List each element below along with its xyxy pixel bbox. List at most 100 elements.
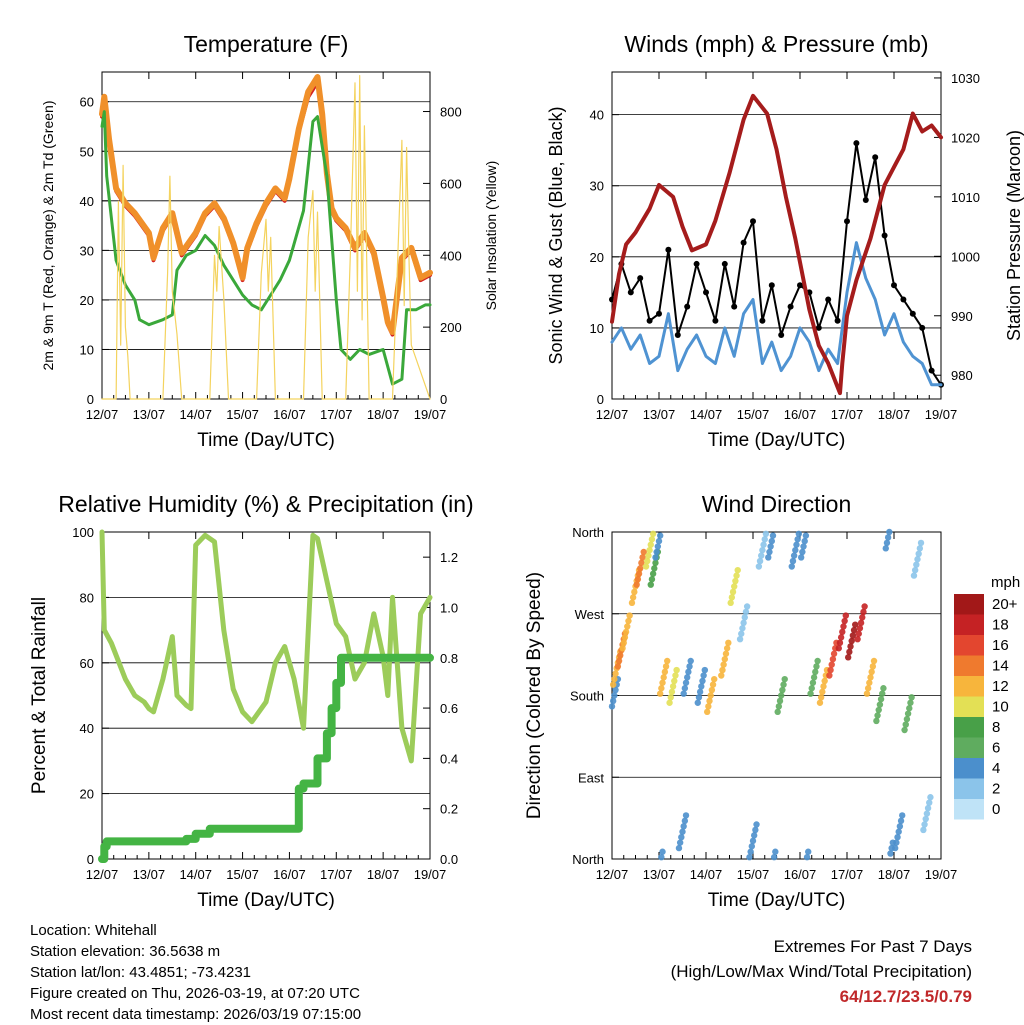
- recent-timestamp: Most recent data timestamp: 2026/03/19 0…: [30, 1006, 362, 1023]
- direction-point: [631, 588, 638, 596]
- x-tick-label: 16/07: [784, 407, 817, 422]
- y-right-tick-label: 0: [440, 392, 447, 407]
- legend-swatch: [954, 696, 984, 717]
- direction-point: [727, 599, 734, 607]
- direction-point: [739, 625, 746, 632]
- direction-point: [699, 677, 706, 685]
- direction-point: [896, 823, 904, 830]
- station-location: Location: Whitehall: [30, 922, 157, 939]
- direction-point: [695, 694, 703, 701]
- direction-point: [829, 655, 837, 663]
- direction-point: [733, 572, 740, 579]
- direction-point: [827, 666, 834, 674]
- direction-point: [799, 548, 806, 556]
- direction-point: [790, 552, 798, 559]
- direction-point: [659, 679, 666, 686]
- y-tick-label: 20: [590, 250, 604, 265]
- direction-point: [676, 839, 684, 846]
- direction-point: [748, 843, 756, 850]
- y-axis-label: Percent & Total Rainfall: [29, 597, 50, 794]
- direction-point: [652, 554, 659, 561]
- direction-point: [840, 623, 847, 630]
- direction-point: [661, 668, 669, 676]
- direction-point: [887, 850, 894, 857]
- direction-point: [640, 548, 647, 556]
- legend-label: 4: [992, 760, 1000, 777]
- direction-point: [619, 645, 626, 652]
- y-right-tick-label: 0.8: [440, 651, 458, 666]
- direction-point: [901, 726, 908, 734]
- direction-point: [916, 545, 924, 552]
- direction-point: [846, 648, 853, 656]
- direction-point: [779, 686, 786, 694]
- direction-point: [728, 594, 736, 601]
- direction-point: [760, 541, 767, 548]
- direction-point: [609, 681, 617, 688]
- direction-point: [792, 546, 799, 554]
- series-gust: [611, 142, 942, 386]
- y-right-tick-label: 800: [440, 105, 462, 120]
- x-axis-label: Time (Day/UTC): [708, 430, 846, 451]
- direction-point: [805, 848, 812, 855]
- y-right-tick-label: 0.6: [440, 701, 458, 716]
- direction-point: [801, 537, 808, 545]
- legend-swatch: [954, 676, 984, 697]
- y-tick-label: 40: [80, 194, 94, 209]
- legend-swatch: [954, 655, 984, 676]
- direction-point: [653, 548, 660, 556]
- direction-point: [647, 541, 654, 548]
- direction-point: [797, 554, 805, 561]
- x-tick-label: 16/07: [273, 867, 306, 882]
- direction-point: [708, 686, 716, 694]
- direction-point: [687, 657, 694, 665]
- y-tick-label: 40: [590, 108, 604, 123]
- direction-point: [742, 608, 750, 616]
- direction-point: [819, 688, 826, 696]
- direction-point: [667, 694, 674, 701]
- legend-label: 6: [992, 740, 1000, 757]
- direction-point: [810, 674, 818, 681]
- direction-point: [850, 626, 858, 634]
- direction-point: [768, 537, 775, 545]
- y-tick-label: 10: [590, 321, 604, 336]
- direction-point: [813, 663, 820, 670]
- direction-point: [634, 576, 642, 583]
- extremes-block: Extremes For Past 7 Days (High/Low/Max W…: [671, 934, 972, 1009]
- direction-point: [897, 817, 905, 825]
- direction-point: [866, 679, 873, 686]
- legend-swatch: [954, 594, 984, 615]
- x-tick-label: 15/07: [226, 867, 259, 882]
- direction-point: [921, 821, 928, 828]
- direction-point: [877, 695, 885, 703]
- y-right-tick-label: 990: [951, 309, 973, 324]
- y-tick-label: North: [572, 852, 604, 867]
- direction-point: [740, 619, 747, 627]
- direction-point: [655, 537, 663, 545]
- chart-title: Wind Direction: [702, 491, 852, 517]
- direction-point: [880, 685, 887, 692]
- series-2m-td: [100, 110, 432, 386]
- direction-point: [864, 685, 872, 692]
- x-tick-label: 13/07: [133, 867, 166, 882]
- y-tick-label: West: [575, 607, 605, 622]
- y-tick-label: 10: [80, 342, 94, 357]
- direction-point: [788, 563, 795, 570]
- direction-point: [721, 655, 728, 663]
- direction-point: [668, 688, 676, 696]
- direction-point: [685, 668, 692, 676]
- station-info: Location: Whitehall Station elevation: 3…: [30, 920, 361, 1025]
- direction-point: [920, 826, 927, 834]
- direction-point: [899, 812, 906, 819]
- direction-point: [814, 657, 821, 665]
- chart-title: Relative Humidity (%) & Precipitation (i…: [58, 491, 473, 517]
- direction-point: [874, 712, 881, 719]
- direction-point: [793, 541, 800, 548]
- direction-point: [855, 630, 862, 637]
- direction-point: [759, 546, 766, 554]
- legend-label: 2: [992, 781, 1000, 798]
- y-right-tick-label: 1000: [951, 249, 980, 264]
- direction-point: [926, 799, 933, 806]
- direction-point: [772, 848, 779, 855]
- x-tick-label: 17/07: [320, 407, 353, 422]
- direction-point: [698, 683, 705, 690]
